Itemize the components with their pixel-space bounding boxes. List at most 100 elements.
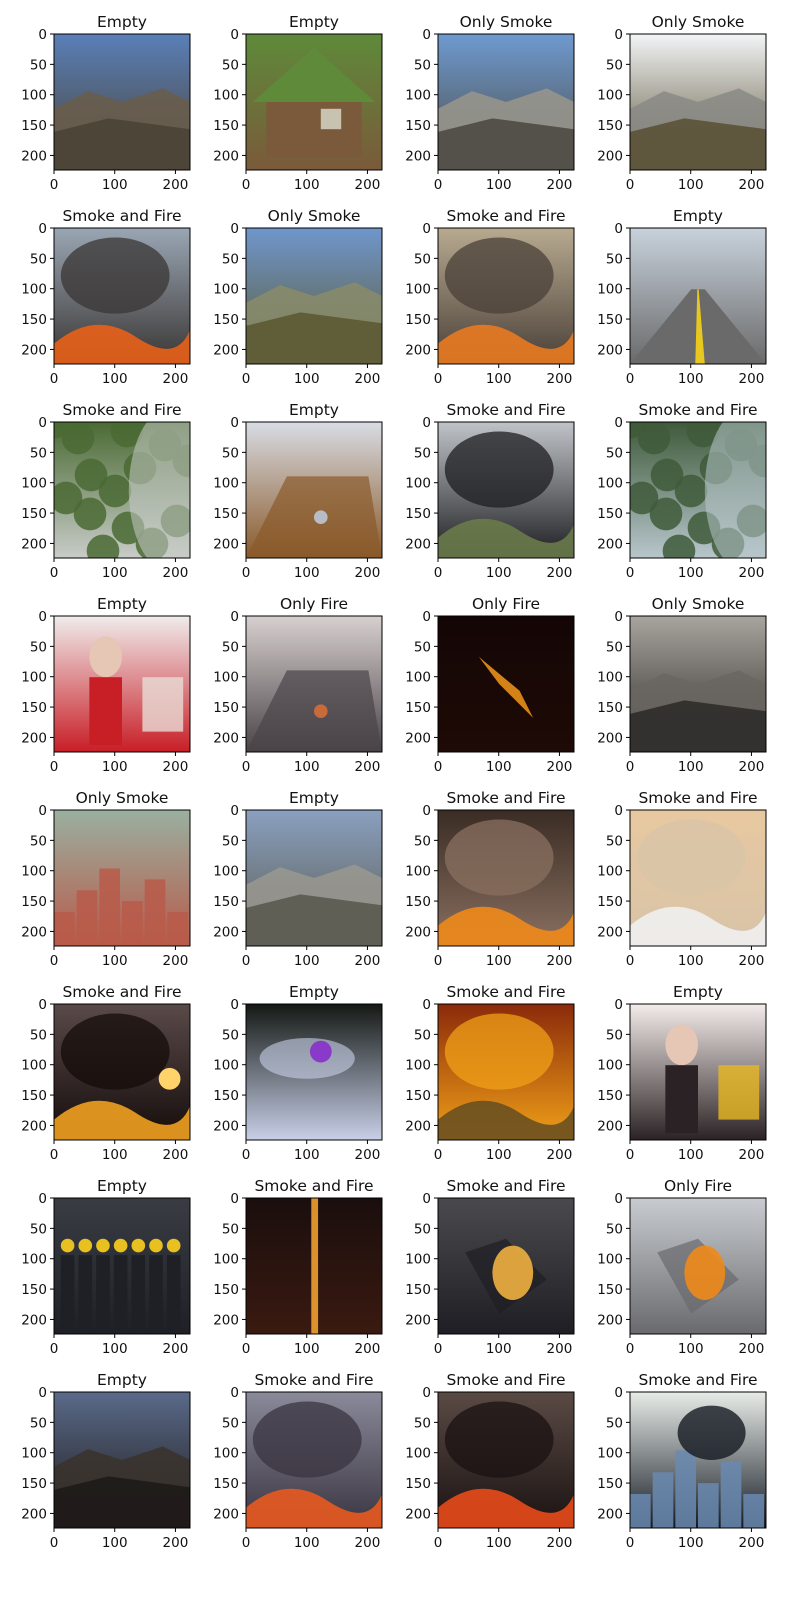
panel-title: Empty: [97, 1371, 147, 1389]
axes-frame: [245, 227, 383, 365]
y-tick-label: 100: [597, 1058, 623, 1074]
x-tick-label: 100: [678, 371, 704, 387]
axes-frame: [53, 1391, 191, 1529]
panel-image: [54, 616, 190, 752]
y-tick-label: 50: [222, 639, 239, 655]
y-tick-label: 150: [597, 700, 623, 716]
y-tick-label: 150: [405, 894, 431, 910]
y-tick-label: 50: [222, 1221, 239, 1237]
y-tick-label: 50: [414, 639, 431, 655]
x-tick-label: 0: [242, 759, 251, 775]
y-tick-label: 150: [21, 506, 47, 522]
axes-frame: [245, 1003, 383, 1141]
y-tick-label: 50: [606, 1415, 623, 1431]
panel-title: Only Smoke: [652, 13, 745, 31]
y-tick-label: 200: [213, 342, 239, 358]
panel-image: [438, 1198, 574, 1334]
y-tick-label: 50: [414, 1415, 431, 1431]
x-tick-label: 200: [739, 759, 765, 775]
y-tick-label: 150: [405, 312, 431, 328]
y-tick-label: 0: [38, 803, 47, 819]
y-tick-label: 200: [405, 1118, 431, 1134]
x-tick-label: 200: [355, 177, 381, 193]
x-tick-label: 200: [163, 1147, 189, 1163]
y-tick-label: 50: [414, 1221, 431, 1237]
y-tick-label: 200: [213, 1506, 239, 1522]
y-tick-label: 100: [21, 864, 47, 880]
panel-image: [438, 810, 574, 946]
x-tick-label: 100: [294, 1341, 320, 1357]
panel-title: Smoke and Fire: [254, 1177, 373, 1195]
axes-frame: [53, 809, 191, 947]
panel-title: Smoke and Fire: [62, 983, 181, 1001]
y-tick-label: 200: [21, 924, 47, 940]
y-tick-label: 0: [614, 415, 623, 431]
axes-frame: [53, 421, 191, 559]
panel-image: [630, 422, 766, 558]
panel-image: [630, 616, 766, 752]
x-tick-label: 100: [486, 1535, 512, 1551]
y-tick-label: 50: [606, 1221, 623, 1237]
y-tick-label: 100: [213, 1446, 239, 1462]
y-tick-label: 150: [597, 1088, 623, 1104]
y-tick-label: 0: [422, 997, 431, 1013]
axes-frame: [629, 1003, 767, 1141]
panel-image: [246, 616, 382, 752]
y-tick-label: 150: [213, 118, 239, 134]
axes-frame: [245, 1197, 383, 1335]
y-tick-label: 150: [213, 1282, 239, 1298]
y-tick-label: 0: [230, 997, 239, 1013]
y-tick-label: 0: [422, 803, 431, 819]
panel-title: Only Smoke: [76, 789, 169, 807]
x-tick-label: 0: [626, 1147, 635, 1163]
axes-frame: [53, 33, 191, 171]
y-tick-label: 100: [597, 476, 623, 492]
x-tick-label: 100: [486, 177, 512, 193]
y-tick-label: 150: [213, 700, 239, 716]
x-tick-label: 0: [434, 177, 443, 193]
panel-image: [630, 1004, 766, 1140]
x-tick-label: 0: [242, 371, 251, 387]
y-tick-label: 100: [21, 88, 47, 104]
y-tick-label: 50: [414, 57, 431, 73]
x-tick-label: 0: [434, 1147, 443, 1163]
y-tick-label: 100: [405, 282, 431, 298]
panel-title: Smoke and Fire: [446, 1371, 565, 1389]
y-tick-label: 200: [597, 342, 623, 358]
y-tick-label: 150: [597, 312, 623, 328]
axes-frame: [629, 421, 767, 559]
y-tick-label: 50: [414, 833, 431, 849]
y-tick-label: 150: [597, 506, 623, 522]
y-tick-label: 0: [38, 609, 47, 625]
y-tick-label: 0: [614, 221, 623, 237]
axes-frame: [437, 1391, 575, 1529]
y-tick-label: 50: [222, 1027, 239, 1043]
panel-image: [54, 1004, 190, 1140]
x-tick-label: 200: [739, 371, 765, 387]
y-tick-label: 50: [414, 445, 431, 461]
y-tick-label: 0: [614, 997, 623, 1013]
y-tick-label: 150: [597, 1476, 623, 1492]
panel-image: [54, 1198, 190, 1334]
y-tick-label: 200: [21, 1312, 47, 1328]
x-tick-label: 100: [678, 759, 704, 775]
y-tick-label: 50: [414, 251, 431, 267]
y-tick-label: 100: [213, 282, 239, 298]
x-tick-label: 200: [547, 1341, 573, 1357]
x-tick-label: 0: [434, 371, 443, 387]
x-tick-label: 0: [626, 1535, 635, 1551]
y-tick-label: 50: [30, 445, 47, 461]
y-tick-label: 100: [21, 282, 47, 298]
axes-frame: [629, 809, 767, 947]
axes-frame: [53, 615, 191, 753]
y-tick-label: 150: [21, 118, 47, 134]
x-tick-label: 200: [355, 1535, 381, 1551]
